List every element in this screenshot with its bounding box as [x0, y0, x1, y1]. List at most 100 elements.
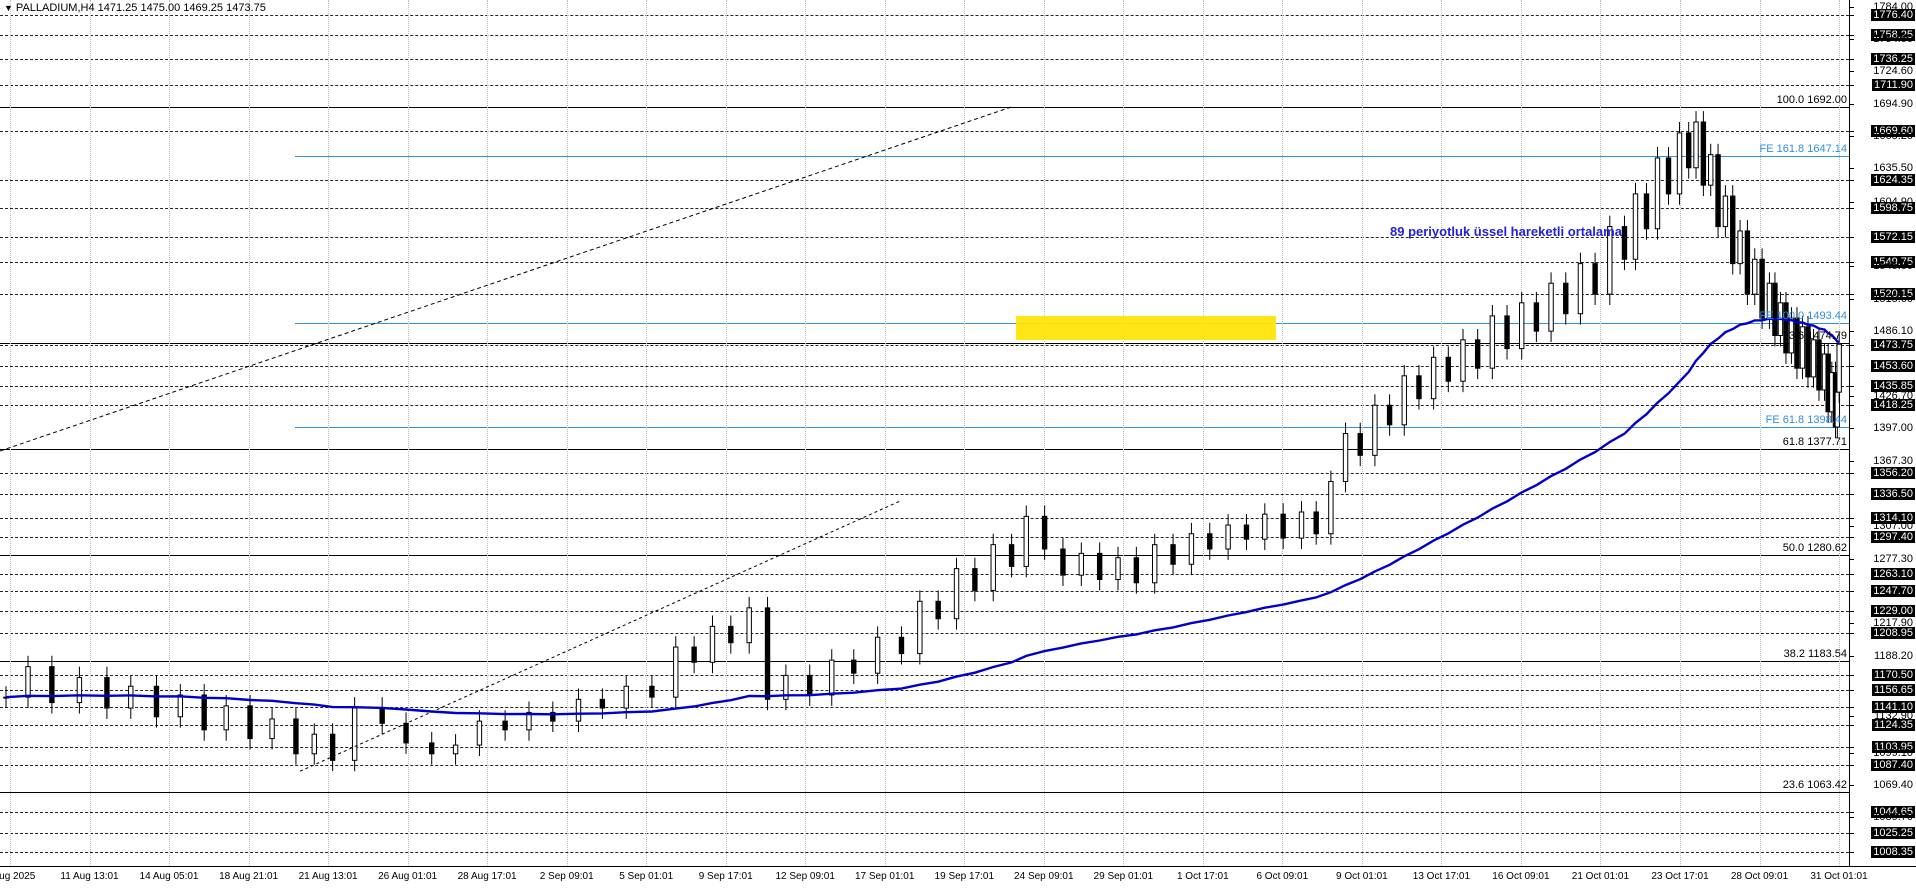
- price-tick-mark: [1850, 38, 1854, 40]
- gridline-horizontal: [0, 58, 1849, 60]
- gridline-horizontal: [0, 472, 1849, 474]
- price-tick-label: 1367.30: [1873, 454, 1913, 467]
- price-tick-mark: [1850, 6, 1854, 8]
- price-tick-label: 1758.25: [1871, 28, 1915, 41]
- symbol-ohlc-label: PALLADIUM,H4 1471.25 1475.00 1469.25 147…: [15, 2, 266, 14]
- time-tick-label: 11 Aug 13:01: [60, 871, 119, 882]
- gridline-vertical: [1361, 0, 1363, 866]
- time-tick-label: 9 Sep 17:01: [698, 871, 753, 882]
- gridline-horizontal: [0, 851, 1849, 853]
- price-axis[interactable]: 1784.00 1776.40 1758.25 1754.50 1736.25 1724.…: [1849, 0, 1916, 866]
- gridline-horizontal: [0, 811, 1849, 813]
- time-tick-label: 2 Sep 09:01: [539, 871, 594, 882]
- gridline-vertical: [1520, 0, 1522, 866]
- gridline-horizontal: [0, 85, 1849, 87]
- price-tick-label: 1263.10: [1871, 568, 1915, 580]
- price-tick-label: 1044.65: [1871, 805, 1915, 818]
- time-axis[interactable]: 6 Aug 2025 11 Aug 13:01 14 Aug 05:01 18 Aug…: [0, 866, 1916, 888]
- price-tick-label: 1124.35: [1872, 719, 1915, 732]
- price-tick-label: 1008.35: [1871, 845, 1915, 858]
- price-tick-mark: [1850, 558, 1854, 560]
- gridline-vertical: [487, 0, 489, 866]
- gridline-vertical: [646, 0, 648, 866]
- time-tick-label: 26 Aug 01:01: [378, 871, 438, 882]
- gridline-horizontal: [0, 574, 1849, 575]
- gridline-vertical: [566, 0, 568, 866]
- price-tick-mark: [1850, 266, 1854, 268]
- trendline-secondary: [299, 500, 901, 772]
- gridline-horizontal: [0, 208, 1849, 210]
- price-tick-label: 1486.10: [1873, 325, 1913, 337]
- price-tick-label: 1624.35: [1871, 174, 1915, 187]
- time-tick-label: 12 Sep 09:01: [775, 871, 835, 882]
- time-tick-label: 21 Aug 13:01: [298, 871, 358, 882]
- gridline-horizontal: [0, 536, 1849, 538]
- time-tick-label: 16 Oct 09:01: [1492, 871, 1550, 882]
- gridline-vertical: [1839, 0, 1840, 866]
- price-tick-mark: [1850, 851, 1854, 853]
- price-tick-mark: [1850, 674, 1854, 676]
- fib-expansion-label: FE 100.0 1493.44: [1759, 310, 1847, 322]
- price-tick-mark: [1850, 208, 1854, 210]
- ema-89-line: [5, 317, 1840, 716]
- gridline-horizontal: [0, 237, 1849, 239]
- gridline-horizontal: [0, 494, 1849, 495]
- price-tick-label: 1669.60: [1871, 125, 1915, 138]
- gridline-horizontal: [0, 611, 1849, 613]
- price-tick-label: 1572.15: [1871, 231, 1915, 244]
- chart-plot-area[interactable]: 100.0 1692.00 73,6 1474.79 61.8 1377.71 50.…: [0, 0, 1849, 866]
- time-tick-label: 21 Oct 01:01: [1571, 871, 1630, 882]
- fib-level-line: [0, 343, 1849, 345]
- gridline-horizontal: [0, 405, 1849, 406]
- price-tick-label: 1598.75: [1871, 202, 1915, 215]
- fib-level-label: 38.2 1183.54: [1783, 647, 1847, 660]
- gridline-vertical: [328, 0, 330, 866]
- price-tick-label: 1087.40: [1871, 759, 1915, 772]
- time-tick-label: 1 Oct 17:01: [1176, 871, 1229, 882]
- price-tick-label: 1724.60: [1873, 65, 1913, 78]
- price-tick-mark: [1850, 103, 1854, 105]
- price-tick-label: 1397.00: [1873, 422, 1913, 435]
- gridline-vertical: [1680, 0, 1681, 866]
- price-tick-label: 1025.25: [1871, 827, 1915, 839]
- gridline-horizontal: [0, 725, 1849, 727]
- price-tick-label: 1776.40: [1871, 8, 1915, 21]
- price-tick-label: 1170.50: [1872, 668, 1915, 681]
- gridline-horizontal: [0, 674, 1849, 676]
- price-tick-mark: [1850, 135, 1854, 137]
- price-tick-label: 1426.70: [1873, 389, 1913, 402]
- price-tick-label: 1665.20: [1873, 129, 1913, 142]
- fib-level-label: 100.0 1692.00: [1776, 93, 1847, 106]
- gridline-vertical: [725, 0, 727, 866]
- price-tick-mark: [1850, 536, 1854, 538]
- price-tick-mark: [1850, 428, 1854, 430]
- time-tick-label: 14 Aug 05:01: [139, 871, 199, 882]
- price-tick-mark: [1850, 366, 1854, 368]
- price-tick-mark: [1850, 833, 1854, 834]
- ema-annotation-label: 89 periyotluk üssel hareketli ortalama: [1390, 224, 1622, 239]
- price-tick-label: 1188.20: [1874, 649, 1913, 662]
- gridline-vertical: [805, 0, 807, 866]
- gridline-vertical: [1282, 0, 1284, 866]
- price-tick-label: 1156.65: [1872, 683, 1915, 696]
- fib-level-line: [0, 106, 1849, 108]
- price-tick-label: 1515.60: [1873, 292, 1913, 305]
- gridline-horizontal: [0, 14, 1849, 16]
- gridline-horizontal: [0, 180, 1849, 182]
- fib-expansion-label: FE 61.8 1398.44: [1765, 413, 1847, 426]
- price-tick-label: 1711.90: [1872, 79, 1915, 92]
- time-tick-label: 6 Aug 2025: [0, 871, 36, 882]
- price-tick-mark: [1850, 460, 1854, 462]
- price-tick-label: 1277.30: [1873, 552, 1913, 565]
- price-tick-mark: [1850, 526, 1854, 528]
- price-tick-mark: [1850, 752, 1854, 754]
- gridline-vertical: [407, 0, 409, 866]
- gridline-vertical: [169, 0, 170, 866]
- price-tick-mark: [1850, 518, 1854, 520]
- gridline-vertical: [1123, 0, 1125, 866]
- price-tick-mark: [1850, 298, 1854, 300]
- collapse-caret-icon[interactable]: ▼: [4, 2, 13, 13]
- time-tick-label: 31 Oct 01:01: [1810, 871, 1868, 882]
- time-tick-label: 28 Aug 17:01: [457, 871, 517, 882]
